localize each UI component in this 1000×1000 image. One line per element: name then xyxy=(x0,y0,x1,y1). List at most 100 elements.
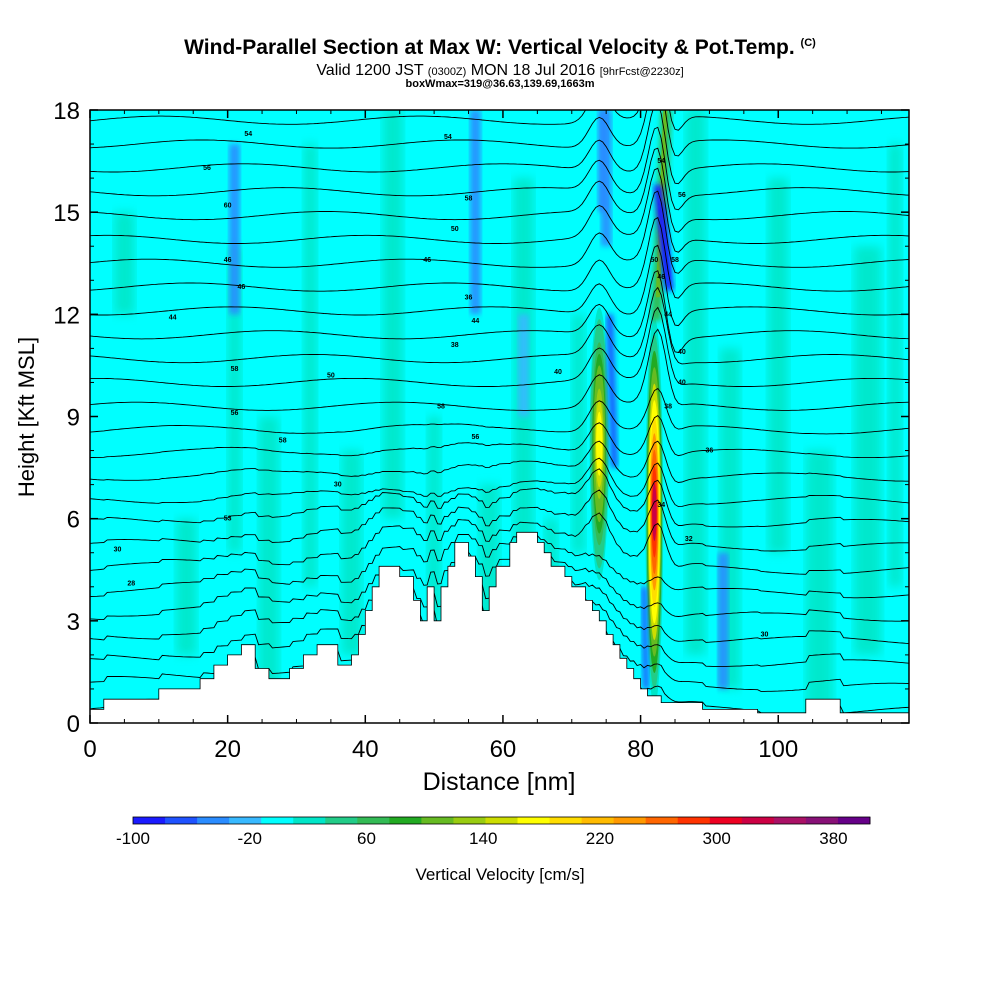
isentrope-line xyxy=(90,387,909,435)
downdraft-streak xyxy=(659,205,671,281)
terrain-profile xyxy=(90,531,909,723)
field-sink xyxy=(229,144,241,315)
isentrope-label: 56 xyxy=(472,434,480,441)
chart-subtitle: Valid 1200 JST (0300Z) MON 18 Jul 2016 [… xyxy=(316,62,684,79)
colorbar-swatch xyxy=(261,817,294,824)
isentrope-label: 38 xyxy=(664,403,672,410)
isentrope-label: 46 xyxy=(657,274,665,281)
y-tick-label: 9 xyxy=(67,405,80,432)
downdraft-streak xyxy=(606,314,618,468)
colorbar-swatch xyxy=(741,817,775,824)
isentrope-label: 44 xyxy=(472,318,480,325)
isentrope-line xyxy=(90,216,909,299)
isentrope-label: 36 xyxy=(465,294,473,301)
colorbar-swatch xyxy=(453,817,486,824)
colorbar-swatch xyxy=(133,817,166,824)
isentrope-line xyxy=(90,512,909,575)
isentrope-label: 58 xyxy=(279,437,287,444)
y-axis-label: Height [Kft MSL] xyxy=(14,337,39,497)
isentrope-label: 46 xyxy=(224,257,232,264)
isentrope-line xyxy=(90,457,909,508)
colorbar-swatch xyxy=(645,817,679,824)
updraft-core-contour xyxy=(596,423,602,465)
updraft-core-contour xyxy=(652,482,657,541)
isentrope-label: 38 xyxy=(451,342,459,349)
y-tick-label: 6 xyxy=(67,507,80,534)
colorbar-swatch xyxy=(517,817,551,824)
isentrope-label: 56 xyxy=(231,410,239,417)
colorbar-tick-label: 380 xyxy=(819,829,847,848)
x-tick-label: 60 xyxy=(490,736,517,763)
isentrope-label: 30 xyxy=(334,482,342,489)
isentrope-label: 46 xyxy=(238,284,246,291)
isentrope-line xyxy=(90,190,909,274)
isentrope-label: 32 xyxy=(685,536,693,543)
isentrope-label: 50 xyxy=(650,257,658,264)
isentrope-line xyxy=(90,286,909,365)
colorbar-frame xyxy=(132,816,871,825)
colorbar-swatch xyxy=(773,817,807,824)
colorbar-swatch xyxy=(709,817,743,824)
x-tick-label: 40 xyxy=(352,736,379,763)
isentrope-label: 53 xyxy=(224,516,232,523)
colorbar-swatch xyxy=(581,817,615,824)
field-band xyxy=(427,416,441,621)
colorbar-swatch xyxy=(549,817,583,824)
isentrope-line xyxy=(90,110,909,131)
isentrope-line xyxy=(90,306,909,387)
colorbar-swatch xyxy=(389,817,422,824)
field-sink xyxy=(518,314,530,417)
isentrope-label: 58 xyxy=(437,403,445,410)
isentrope-line xyxy=(90,468,909,528)
isentrope-line xyxy=(90,110,909,157)
colorbar-swatch xyxy=(197,817,230,824)
downdraft-streak xyxy=(641,586,649,689)
y-tick-label: 12 xyxy=(53,302,80,329)
x-tick-label: 0 xyxy=(83,736,96,763)
x-tick-label: 100 xyxy=(758,736,798,763)
isentrope-line xyxy=(90,110,909,185)
isentrope-label: 54 xyxy=(444,134,452,141)
field-band xyxy=(341,450,362,655)
x-axis-label: Distance [nm] xyxy=(423,768,576,796)
isentrope-label: 54 xyxy=(244,131,252,138)
field-band xyxy=(176,518,197,655)
x-tick-label: 80 xyxy=(627,736,654,763)
colorbar-swatch xyxy=(293,817,326,824)
chart-title: Wind-Parallel Section at Max W: Vertical… xyxy=(184,36,816,59)
isentrope-line xyxy=(90,533,909,599)
y-tick-label: 0 xyxy=(67,711,80,738)
y-tick-label: 18 xyxy=(53,98,80,125)
field-band xyxy=(114,212,135,315)
isentrope-label: 58 xyxy=(671,257,679,264)
isentrope-line xyxy=(90,328,909,411)
isentrope-label: 44 xyxy=(169,315,177,322)
colorbar-tick-label: 60 xyxy=(357,829,376,848)
colorbar-swatch xyxy=(837,817,871,824)
isentrope-label: 40 xyxy=(554,369,562,376)
field-band xyxy=(258,416,280,689)
isentrope-line xyxy=(90,270,909,353)
isentrope-labels: 44 58 46 56 60 46 54 50 58 56 30 53 30 28 54 58 50 46 36 44… xyxy=(114,131,769,639)
isentrope-label: 60 xyxy=(224,202,232,209)
isentrope-label: 50 xyxy=(451,226,459,233)
colorbar: -100 -20 60 140 220 300 380 xyxy=(116,816,871,848)
terrain xyxy=(90,531,909,723)
isentrope-line xyxy=(90,244,909,327)
isentrope-label: 46 xyxy=(423,257,431,264)
field-sink xyxy=(717,552,729,689)
colorbar-swatch xyxy=(613,817,647,824)
isentrope-label: 54 xyxy=(657,158,665,165)
colorbar-tick-label: 140 xyxy=(469,829,497,848)
isentrope-line xyxy=(90,126,909,211)
colorbar-swatch xyxy=(229,817,262,824)
isentrope-line xyxy=(90,167,909,253)
colorbar-tick-label: -100 xyxy=(116,829,150,848)
colorbar-swatch xyxy=(357,817,390,824)
isentrope-label: 30 xyxy=(761,631,769,638)
isentrope-line xyxy=(90,440,909,483)
field-band xyxy=(888,144,903,587)
